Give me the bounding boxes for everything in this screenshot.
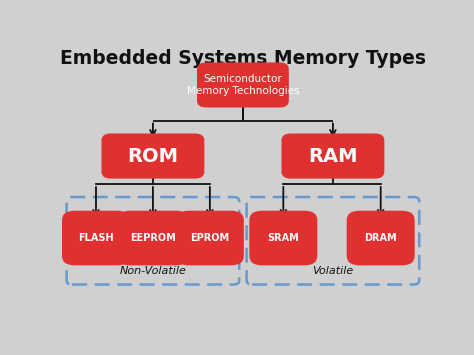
Text: Semiconductor
Memory Technologies: Semiconductor Memory Technologies [187, 74, 299, 96]
Text: ROM: ROM [128, 147, 178, 165]
Text: Non-Volatile: Non-Volatile [119, 266, 186, 276]
FancyBboxPatch shape [101, 133, 204, 179]
FancyBboxPatch shape [282, 133, 384, 179]
FancyBboxPatch shape [62, 211, 130, 266]
FancyBboxPatch shape [346, 211, 415, 266]
Text: RAM: RAM [308, 147, 358, 165]
Text: SRAM: SRAM [267, 233, 299, 243]
Text: Embedded Systems Memory Types: Embedded Systems Memory Types [60, 49, 426, 69]
Text: EPROM: EPROM [190, 233, 229, 243]
FancyBboxPatch shape [117, 211, 189, 266]
Text: EEPROM: EEPROM [130, 233, 176, 243]
FancyBboxPatch shape [176, 211, 244, 266]
FancyBboxPatch shape [249, 211, 317, 266]
FancyBboxPatch shape [197, 62, 289, 108]
Text: FLASH: FLASH [78, 233, 114, 243]
Text: Volatile: Volatile [312, 266, 354, 276]
Text: DRAM: DRAM [365, 233, 397, 243]
